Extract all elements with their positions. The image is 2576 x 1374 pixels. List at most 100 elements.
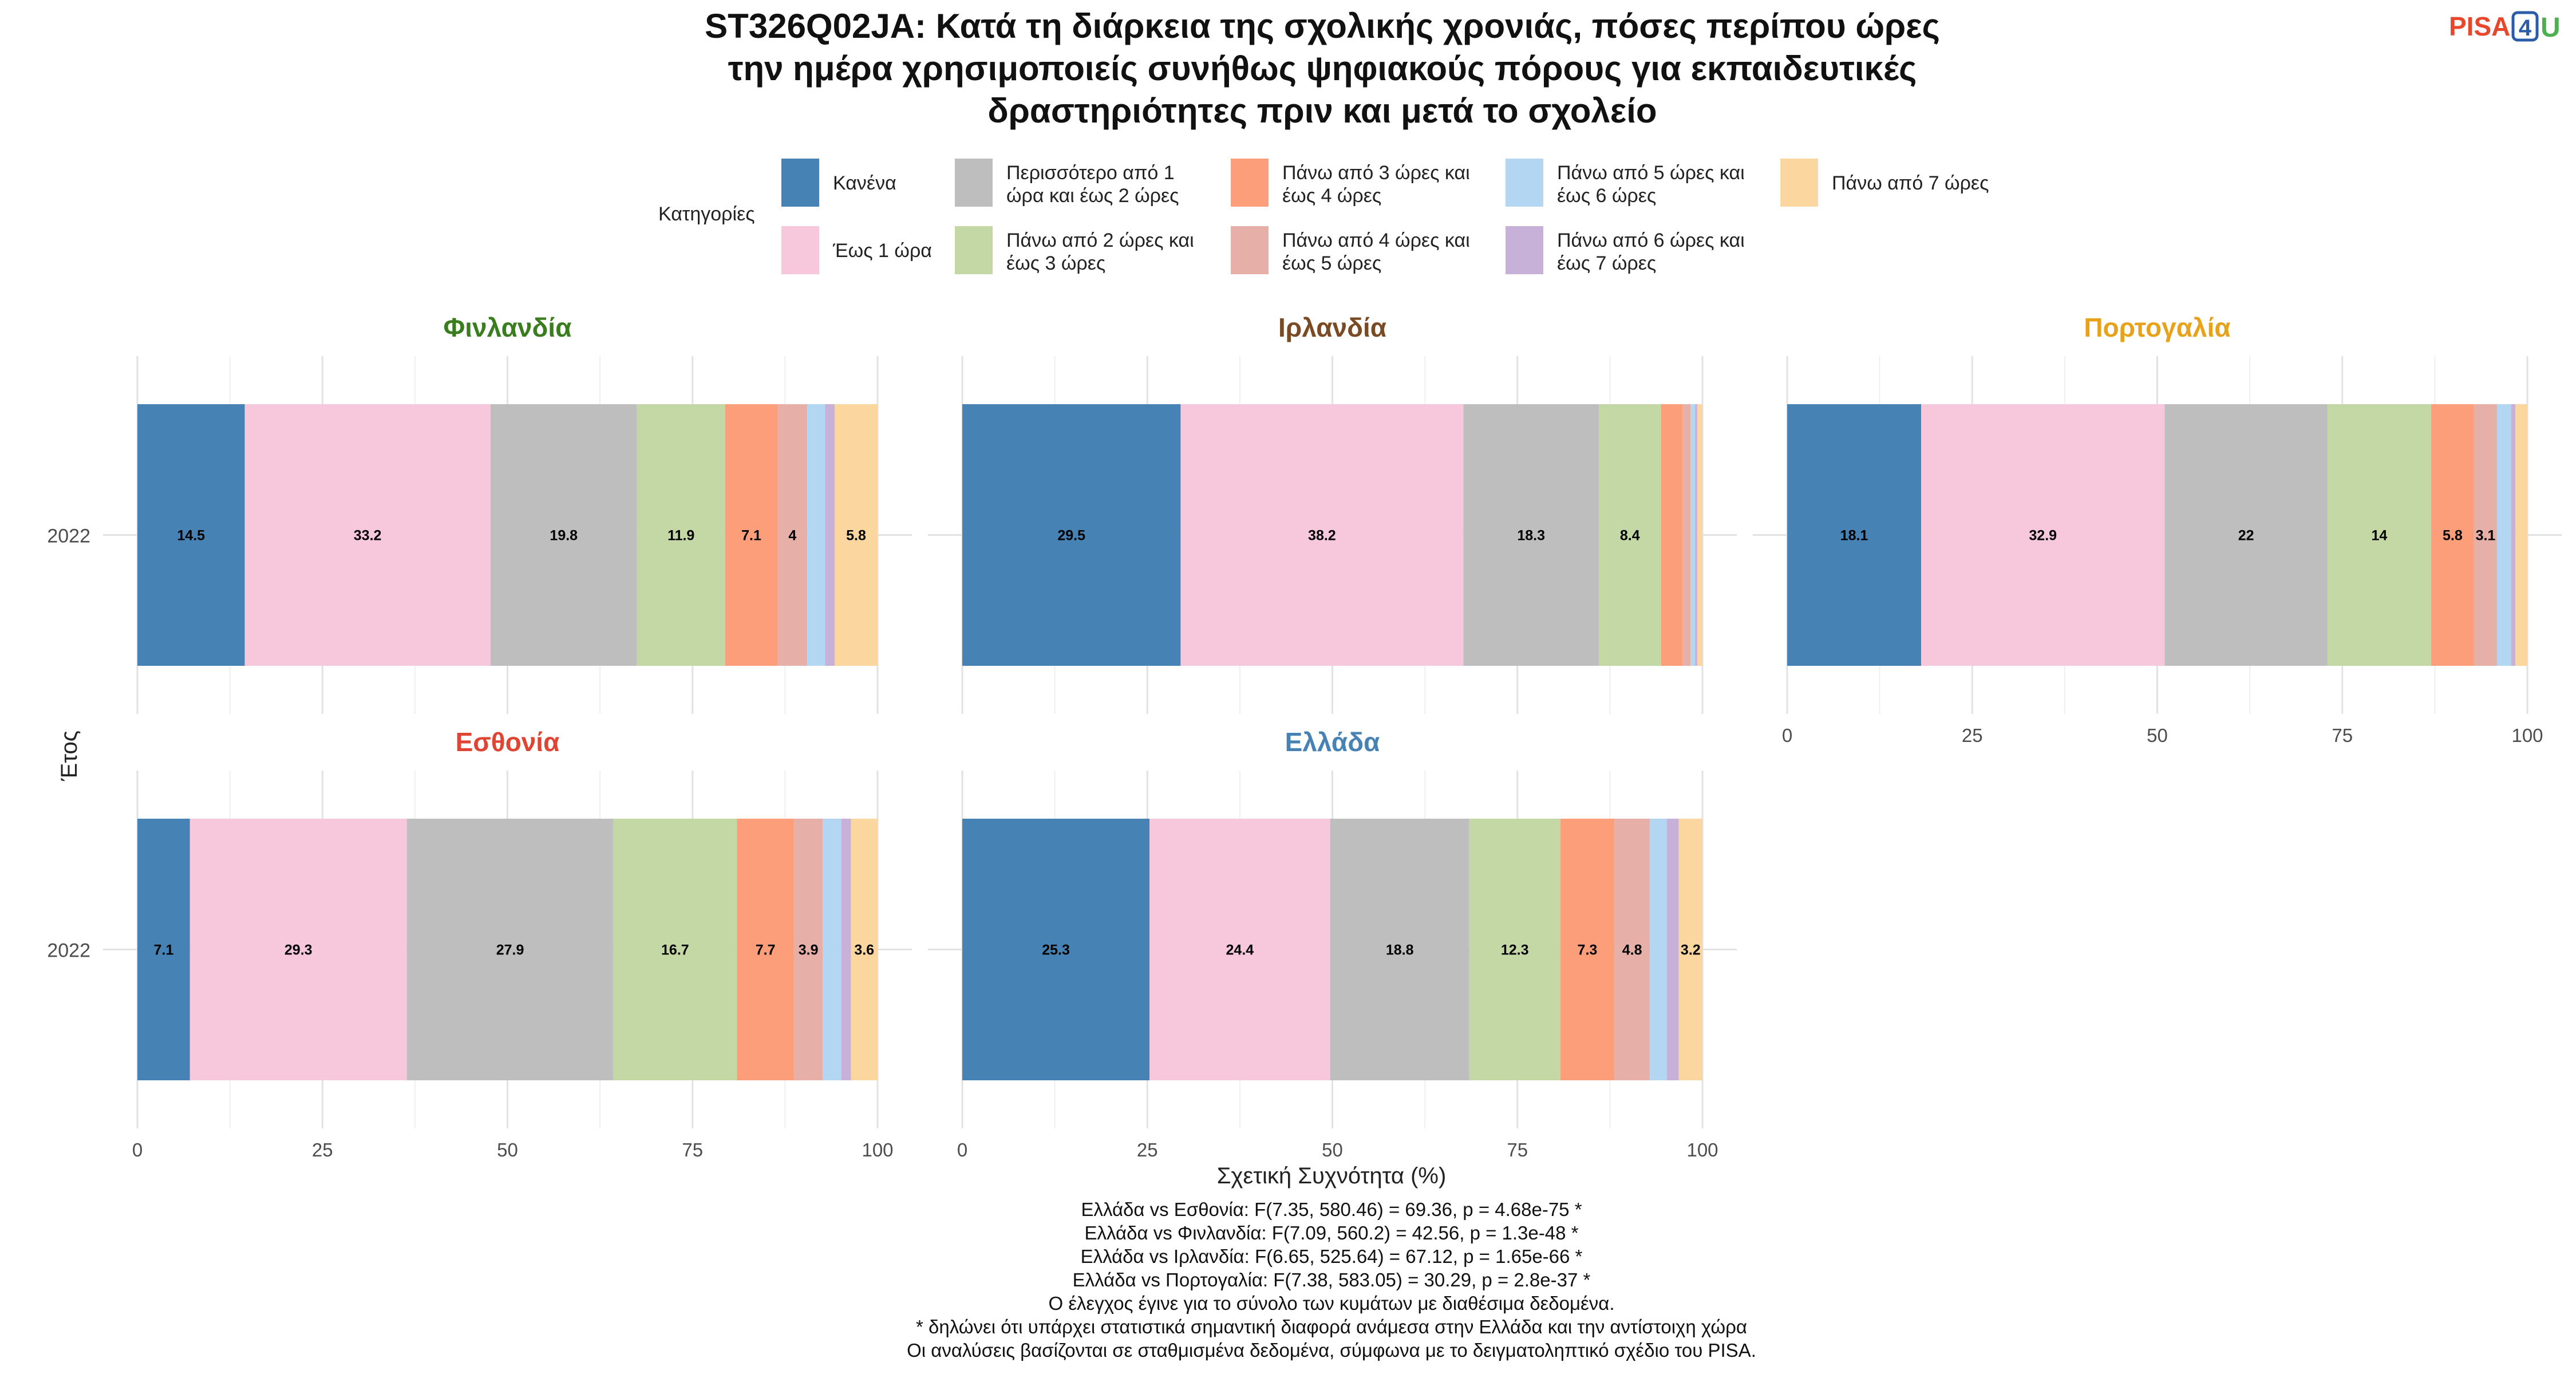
title-line-2: την ημέρα χρησιμοποιείς συνήθως ψηφιακού… (728, 49, 1917, 88)
legend-title: Κατηγορίες (658, 203, 755, 225)
x-tick-label: 25 (312, 1139, 333, 1160)
bar-segment (2431, 404, 2474, 666)
data-label: 12.3 (1501, 942, 1529, 958)
title-line-1: ST326Q02JA: Κατά τη διάρκεια της σχολική… (705, 7, 1940, 45)
bar-segment (244, 404, 491, 666)
bar-segment (1469, 819, 1560, 1080)
bar-segment (1598, 404, 1661, 666)
bar-segment (1921, 404, 2165, 666)
data-label: 29.3 (285, 942, 313, 958)
x-tick-label: 50 (1322, 1139, 1343, 1160)
facet-panels: Φινλανδία 2022 14.5 33.2 19.8 11.9 7.1 4 5.8 Ιρλα… (47, 313, 2562, 1160)
panel-title: Ιρλανδία (1278, 313, 1386, 342)
bar-segment (613, 819, 737, 1080)
legend-label: Περισσότερο από 1 ώρα και έως 2 ώρες (1006, 162, 1179, 207)
y-axis-title: Έτος (57, 731, 82, 781)
data-label: 38.2 (1308, 528, 1336, 544)
panel-title: Εσθονία (456, 727, 560, 757)
bar-segment (1690, 404, 1696, 666)
bar-segment (737, 819, 794, 1080)
legend-label: Πάνω από 7 ώρες (1832, 172, 1989, 194)
bar-segment (1650, 819, 1667, 1080)
bar-segment (962, 819, 1150, 1080)
pisa4u-logo: PISA 4 U (2449, 11, 2561, 43)
data-label: 14 (2371, 528, 2387, 544)
data-label: 4.8 (1622, 942, 1642, 958)
bar-segment (1787, 404, 1922, 666)
bar-segment (490, 404, 637, 666)
y-tick-label: 2022 (47, 940, 90, 962)
legend-swatch (1506, 226, 1543, 274)
bar-segment (835, 404, 878, 666)
data-label: 8.4 (1620, 528, 1640, 544)
x-tick-label: 50 (497, 1139, 518, 1160)
panel-title: Ελλάδα (1285, 727, 1380, 757)
legend-label: Κανένα (833, 172, 896, 194)
bar-segment (406, 819, 614, 1080)
bar-segment (1697, 404, 1702, 666)
data-label: 18.3 (1517, 528, 1545, 544)
footnote-line: Ελλάδα vs Φινλανδία: F(7.09, 560.2) = 42… (1085, 1222, 1579, 1243)
bar-segment (793, 819, 823, 1080)
svg-text:PISA: PISA (2449, 11, 2510, 41)
bar-segment (1661, 404, 1683, 666)
data-label: 18.1 (1840, 528, 1868, 544)
data-label: 5.8 (846, 528, 866, 544)
facet-ιρλανδια: Ιρλανδία202229.538.218.38.4 (928, 313, 1737, 714)
legend-label: Πάνω από 4 ώρες και έως 5 ώρες (1282, 230, 1470, 274)
legend-item: Πάνω από 6 ώρες και έως 7 ώρες (1506, 226, 1745, 274)
bar-segment (807, 404, 825, 666)
x-tick-label: 100 (1686, 1139, 1718, 1160)
bar-segment (841, 819, 851, 1080)
legend-swatch (1506, 159, 1543, 207)
bar-segment (1678, 819, 1702, 1080)
bar-segment (825, 404, 835, 666)
logo-text-4: 4 (2519, 15, 2532, 41)
bar-segment (1614, 819, 1650, 1080)
legend-item: Περισσότερο από 1 ώρα και έως 2 ώρες (955, 159, 1179, 207)
legend-item: Πάνω από 3 ώρες και έως 4 ώρες (1231, 159, 1470, 207)
data-label: 18.8 (1386, 942, 1414, 958)
data-label: 27.9 (496, 942, 524, 958)
bar-segment (823, 819, 841, 1080)
data-label: 29.5 (1057, 528, 1085, 544)
bar-segment (1180, 404, 1464, 666)
legend-swatch (955, 159, 993, 207)
bar-segment (1682, 404, 1691, 666)
data-label: 3.1 (2476, 528, 2496, 544)
footnote-line: Οι αναλύσεις βασίζονται σε σταθμισμένα δ… (907, 1340, 1756, 1361)
bar-segment (725, 404, 778, 666)
data-label: 25.3 (1042, 942, 1070, 958)
bar-segment (1695, 404, 1697, 666)
bar-segment (2496, 404, 2511, 666)
data-label: 33.2 (354, 528, 382, 544)
logo-text-u: U (2541, 13, 2561, 43)
legend-item: Πάνω από 4 ώρες και έως 5 ώρες (1231, 226, 1470, 274)
footnotes: Ελλάδα vs Εσθονία: F(7.35, 580.46) = 69.… (907, 1199, 1756, 1361)
bar-segment (962, 404, 1181, 666)
bar-segment (137, 819, 190, 1080)
chart-title: ST326Q02JA: Κατά τη διάρκεια της σχολική… (705, 7, 1940, 130)
data-label: 3.2 (1681, 942, 1701, 958)
y-tick-label: 2022 (47, 526, 90, 547)
x-tick-label: 25 (1137, 1139, 1158, 1160)
legend-label: Πάνω από 5 ώρες και έως 6 ώρες (1557, 162, 1745, 207)
legend-swatch (1231, 226, 1269, 274)
legend-item: Έως 1 ώρα (781, 226, 932, 274)
bar-segment (189, 819, 407, 1080)
data-label: 11.9 (667, 528, 694, 544)
legend-item: Πάνω από 2 ώρες και έως 3 ώρες (955, 226, 1194, 274)
logo-box-icon (2511, 11, 2539, 42)
x-tick-label: 0 (132, 1139, 143, 1160)
logo-text-pisa: PISA (2449, 11, 2510, 41)
data-label: 24.4 (1226, 942, 1254, 958)
panel-title: Πορτογαλία (2084, 313, 2230, 342)
legend-item: Κανένα (781, 159, 896, 207)
data-label: 32.9 (2029, 528, 2057, 544)
facet-ελλαδα: Ελλάδα202225.324.418.812.37.34.83.202550… (928, 727, 1737, 1160)
facet-εσθονια: Εσθονία 2022 7.1 29.3 27.9 16.7 7.7 3.9 3.6 0 25 50… (47, 727, 912, 1160)
bar-segment (637, 404, 725, 666)
data-label: 19.8 (550, 528, 578, 544)
data-label: 7.1 (741, 528, 761, 544)
